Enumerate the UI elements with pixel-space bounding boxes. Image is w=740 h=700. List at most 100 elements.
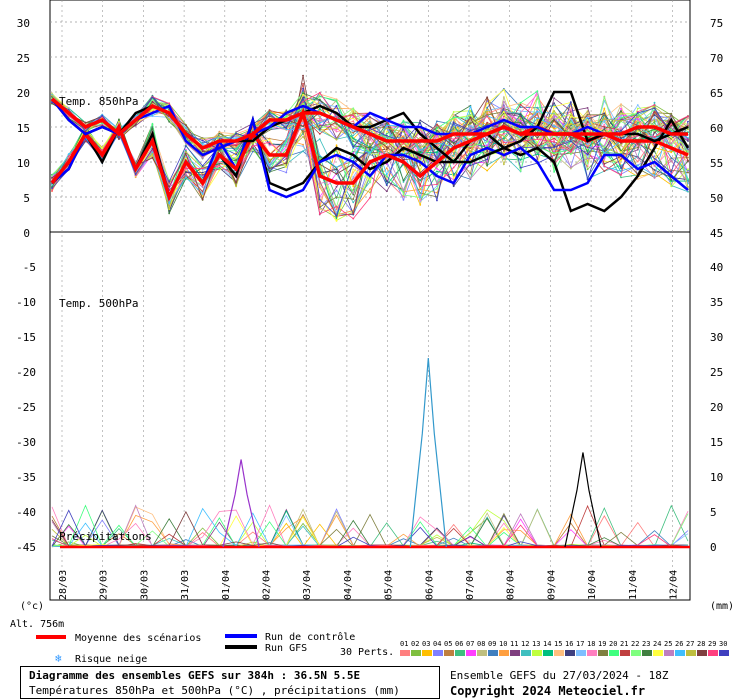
perturbation-point [553,105,556,108]
tick-left-850: 0 [23,227,30,240]
perturbation-point [536,158,539,160]
pert-legend-swatch [653,650,663,656]
perturbation-point [335,122,338,125]
perturbation-point [486,121,489,124]
perturbation-point [285,162,288,164]
perturbation-point [201,137,204,140]
perturbation-point [419,149,422,152]
perturbation-point [419,171,422,174]
pert-legend-number: 25 [664,640,672,648]
perturbation-point [586,157,589,160]
perturbation-point [486,169,489,172]
perturbation-point [335,99,338,102]
perturbation-point [653,174,656,177]
perturbation-point [603,145,606,148]
perturbation-point [385,180,388,183]
perturbation-point [369,188,371,191]
perturbation-point [302,100,304,103]
unit-right: (mm) [710,601,734,612]
perturbation-point [603,147,606,150]
perturbation-point [302,150,304,153]
perturbation-point [67,155,70,158]
perturbation-point [352,201,355,204]
perturbation-point [318,198,321,201]
legend-control-label: Run de contrôle [265,631,355,643]
perturbation-point [569,126,572,129]
perturbation-point [235,143,238,146]
perturbation-point [184,145,187,147]
perturbation-point [352,212,355,215]
tick-left-500: -45 [16,541,36,554]
perturbation-point [436,151,438,154]
perturbation-point [101,114,104,117]
pert-legend: 01 02 03 04 05 06 07 08 09 10 11 12 13 14 15 16 17 18 19 20… [400,640,729,656]
perturbation-point [502,135,505,138]
perturbation-point [553,126,556,129]
pert-legend-swatch [598,650,608,656]
pert-legend-swatch [620,650,630,656]
perturbation-point [302,145,304,148]
pert-legend-number: 27 [686,640,694,648]
perturbation-point [620,137,622,140]
x-date-label: 29/03 [99,570,110,600]
perturbation-point [201,157,204,159]
perturbation-point [603,113,606,116]
perturbation-point [687,128,689,131]
x-date-label: 04/04 [343,570,354,600]
perturbation-point [402,137,405,139]
perturbation-point [318,107,321,110]
perturbation-point [318,116,321,119]
perturbation-point [469,158,472,161]
perturbation-point [519,119,522,122]
perturbation-point [335,130,338,133]
perturbation-point [201,171,204,174]
perturbation-point [536,141,539,144]
perturbation-point [553,130,556,133]
perturbation-point [402,123,405,126]
perturbation-point [335,173,338,175]
perturbation-point [519,101,522,104]
perturbation-point [335,185,338,188]
perturbation-point [687,159,689,162]
perturbation-point [385,124,388,127]
perturbation-point [419,146,422,149]
pert-legend-swatch [565,650,575,656]
perturbation-point [318,186,321,189]
perturbation-point [335,128,338,131]
perturbation-point [586,110,589,113]
perturbation-point [168,182,171,184]
perturbation-point [302,143,304,146]
pert-legend-number: 06 [455,640,463,648]
perturbation-point [318,123,321,126]
perturbation-point [469,126,472,129]
perturbation-point [502,156,505,159]
perturbation-point [670,185,673,188]
pert-legend-swatch [576,650,586,656]
perturbation-point [569,111,572,114]
perturbation-point [469,145,472,148]
perturbation-point [653,120,656,123]
perturbation-point [486,158,489,161]
perturbation-point [335,127,338,130]
perturbation-point [369,122,371,125]
perturbation-point [402,142,405,145]
perturbation-point [201,139,204,142]
perturbation-point [569,166,572,169]
perturbation-point [419,164,422,167]
perturbation-point [586,129,589,132]
perturbation-point [218,162,221,165]
tick-right-850: 65 [710,87,723,100]
perturbation-point [687,120,689,123]
perturbation-point [670,123,673,126]
perturbation-point [235,181,238,184]
perturbation-point [385,173,388,176]
perturbation-point [419,122,422,125]
tick-right-850: 75 [710,17,723,30]
perturbation-point [603,170,606,172]
perturbation-point [452,166,455,169]
perturbation-point [502,150,505,152]
perturbation-point [670,128,673,130]
pert-legend-number: 11 [510,640,518,648]
perturbation-point [502,137,505,139]
perturbation-point [218,164,221,167]
